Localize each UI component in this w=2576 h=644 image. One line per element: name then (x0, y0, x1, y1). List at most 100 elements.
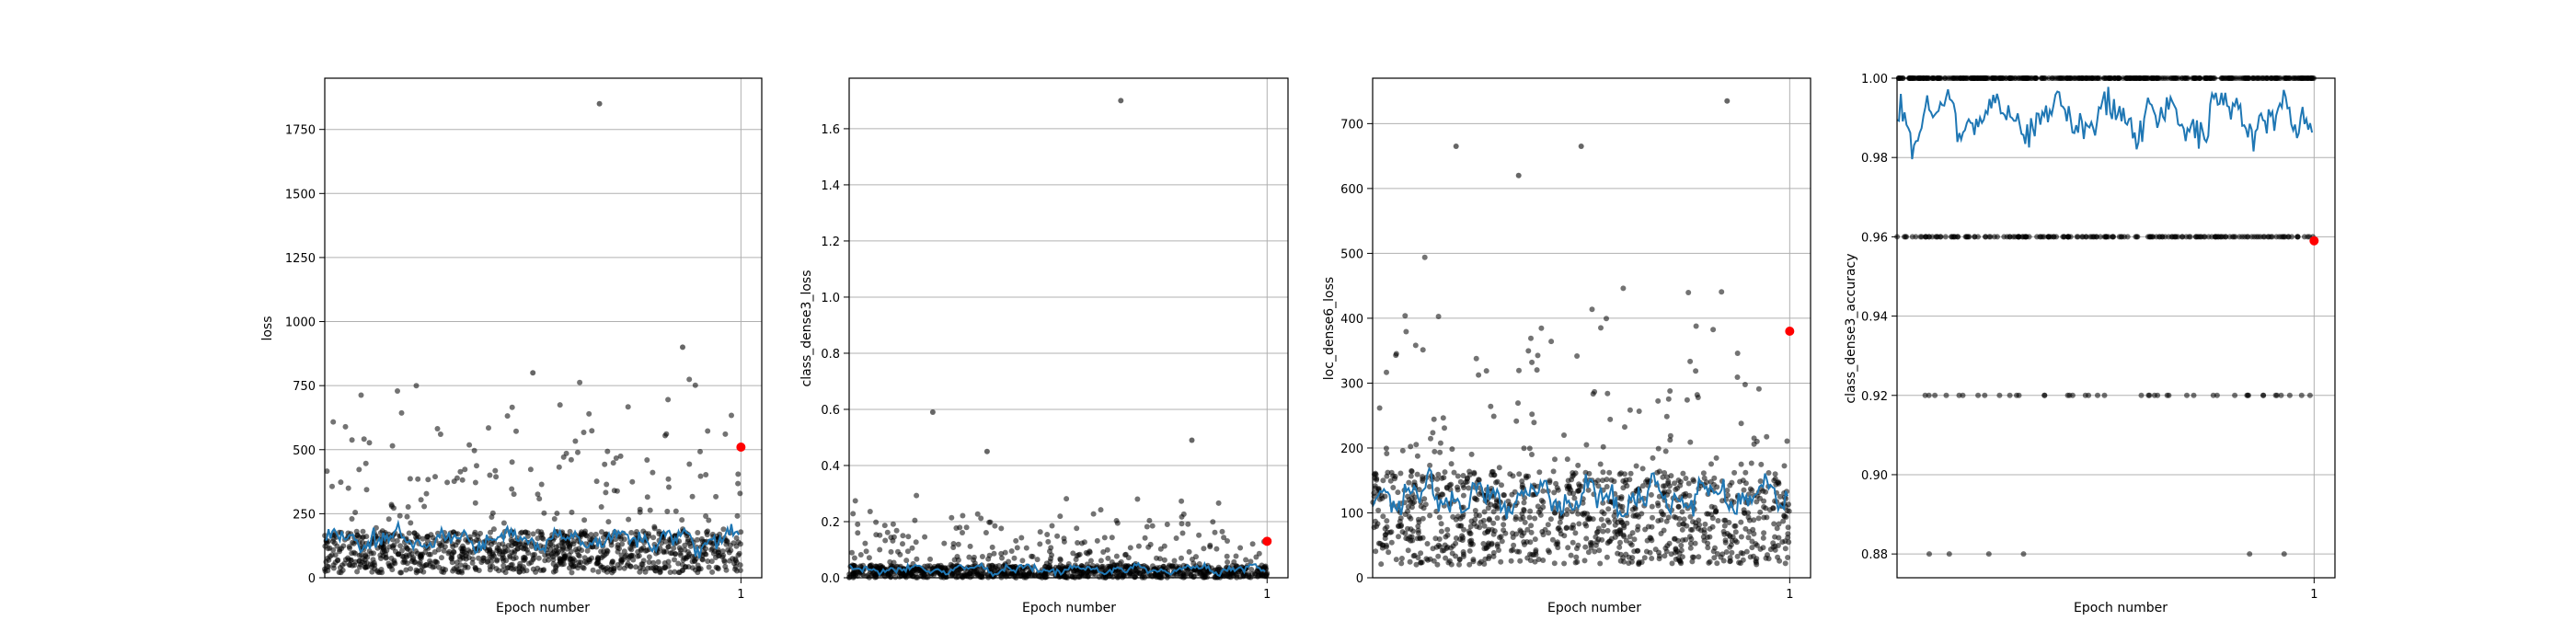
chart-class-dense3-loss-point (1044, 532, 1051, 537)
chart-loc-dense6-loss-point (1476, 372, 1482, 378)
chart-loc-dense6-loss-outlier-point (1453, 144, 1459, 149)
chart-loss-point (406, 530, 412, 536)
chart-loc-dense6-loss-point (1384, 473, 1390, 479)
chart-loc-dense6-loss-point (1557, 519, 1563, 525)
chart-loss-point (646, 559, 652, 565)
chart-loss-point (439, 555, 444, 561)
chart-loc-dense6-loss-point (1531, 420, 1537, 426)
chart-loc-dense6-loss-point (1747, 554, 1754, 560)
chart-loss-point (737, 568, 743, 573)
chart-loc-dense6-loss-point (1775, 543, 1781, 548)
chart-class-dense3-accuracy-point (2034, 234, 2041, 240)
chart-class-dense3-loss-point (941, 540, 948, 546)
chart-class-dense3-accuracy-point (2286, 392, 2293, 398)
chart-loss-ylabel: loss (260, 316, 275, 340)
chart-class-dense3-loss-point (863, 548, 869, 555)
chart-loss-point (601, 548, 606, 555)
chart-loc-dense6-loss-point (1692, 540, 1698, 546)
chart-loc-dense6-loss-point (1745, 535, 1752, 541)
chart-loc-dense6-loss-point (1765, 470, 1772, 476)
chart-loss-point (611, 565, 617, 571)
chart-loc-dense6-loss-point (1763, 505, 1769, 512)
chart-loc-dense6-loss-point (1658, 517, 1664, 523)
chart-loc-dense6-loss-point (1680, 470, 1686, 477)
chart-loc-dense6-loss-point (1583, 523, 1590, 529)
chart-loss-point (366, 548, 373, 554)
chart-loc-dense6-loss-point (1524, 526, 1531, 533)
chart-loc-dense6-loss-point (1666, 489, 1672, 495)
chart-loss-point (627, 563, 634, 569)
chart-loc-dense6-loss-point (1656, 556, 1662, 562)
chart-loss-point (732, 566, 738, 572)
chart-class-dense3-loss-point (1225, 538, 1230, 544)
chart-loc-dense6-loss-point (1551, 489, 1558, 496)
chart-loss-point (325, 555, 331, 561)
chart-loc-dense6-loss-point (1757, 478, 1764, 484)
chart-loc-dense6-loss-point (1522, 541, 1527, 547)
chart-loc-dense6-loss-point (1410, 528, 1416, 535)
chart-loc-dense6-loss-point (1691, 554, 1697, 560)
chart-loss-point (704, 532, 710, 538)
chart-loc-dense6-loss-point (1758, 461, 1765, 467)
chart-loc-dense6-loss-point (1681, 521, 1687, 527)
chart-loc-dense6-loss-point (1522, 519, 1528, 525)
chart-loss-point (462, 564, 468, 570)
chart-loss-point (335, 558, 341, 564)
chart-loss-point (330, 562, 337, 569)
chart-loc-dense6-loss-point (1685, 480, 1692, 487)
chart-loss-point (472, 529, 478, 535)
chart-class-dense3-loss-point (1154, 555, 1159, 561)
chart-loss-point (451, 549, 457, 556)
chart-loc-dense6-loss-point (1466, 468, 1473, 475)
chart-class-dense3-accuracy-point (1926, 551, 1932, 558)
chart-class-dense3-loss-point (884, 529, 891, 535)
chart-class-dense3-accuracy-point (2218, 234, 2225, 240)
chart-loss-point (405, 504, 411, 510)
chart-loc-dense6-loss-point (1719, 551, 1726, 558)
chart-loc-dense6-loss-point (1687, 526, 1694, 533)
chart-class-dense3-accuracy-point (2007, 234, 2013, 240)
chart-loc-dense6-loss-point (1738, 420, 1744, 427)
chart-class-dense3-accuracy-point (1972, 234, 1978, 240)
chart-loc-dense6-loss-point (1388, 539, 1395, 546)
chart-loss-point (363, 564, 370, 570)
chart-loc-dense6-loss-point (1764, 433, 1770, 440)
chart-loss-point (644, 457, 650, 463)
chart-loc-dense6-loss-point (1599, 509, 1605, 515)
chart-class-dense3-accuracy-point (2053, 234, 2060, 240)
chart-loc-dense6-loss-point (1600, 500, 1606, 506)
chart-loss-point (366, 440, 373, 446)
chart-loc-dense6-loss-point (1662, 489, 1668, 495)
chart-loc-dense6-loss-point (1623, 551, 1629, 558)
chart-loc-dense6-loss-point (1517, 558, 1524, 564)
chart-loc-dense6-loss-point (1431, 558, 1437, 564)
chart-class-dense3-accuracy-point (2253, 234, 2260, 240)
chart-class-dense3-loss-point (1197, 570, 1203, 577)
chart-loss-point (487, 554, 493, 560)
chart-loc-dense6-loss-point (1707, 534, 1713, 540)
chart-loss-point (735, 480, 742, 487)
chart-loc-dense6-loss-point (1529, 491, 1535, 498)
chart-class-dense3-loss-point (914, 556, 920, 562)
chart-class-dense3-accuracy-ytick-label: 0.90 (1861, 469, 1888, 483)
chart-loss-point (416, 561, 422, 567)
chart-class-dense3-loss-point (881, 523, 888, 529)
chart-loc-dense6-loss-point (1780, 518, 1787, 524)
chart-loc-dense6-loss-ytick-label: 200 (1340, 443, 1363, 456)
chart-loss-ytick-label: 750 (293, 380, 316, 394)
chart-loss-point (523, 546, 530, 553)
chart-loss-point (621, 536, 627, 543)
chart-loss-point (583, 533, 590, 539)
chart-class-dense3-loss-point (1169, 563, 1176, 569)
chart-loc-dense6-loss-point (1415, 530, 1421, 536)
chart-loc-dense6-loss-point (1528, 523, 1535, 529)
chart-class-dense3-loss-point (978, 515, 984, 522)
chart-loss-point (504, 413, 511, 420)
chart-loc-dense6-loss-point (1600, 469, 1606, 476)
chart-loss-point (389, 443, 396, 449)
chart-loc-dense6-loss-point (1784, 508, 1790, 514)
chart-class-dense3-loss-point (1073, 557, 1079, 563)
chart-class-dense3-loss-point (1243, 557, 1249, 563)
chart-loc-dense6-loss-outlier-point (1724, 98, 1731, 104)
chart-class-dense3-loss-point (1161, 543, 1167, 549)
